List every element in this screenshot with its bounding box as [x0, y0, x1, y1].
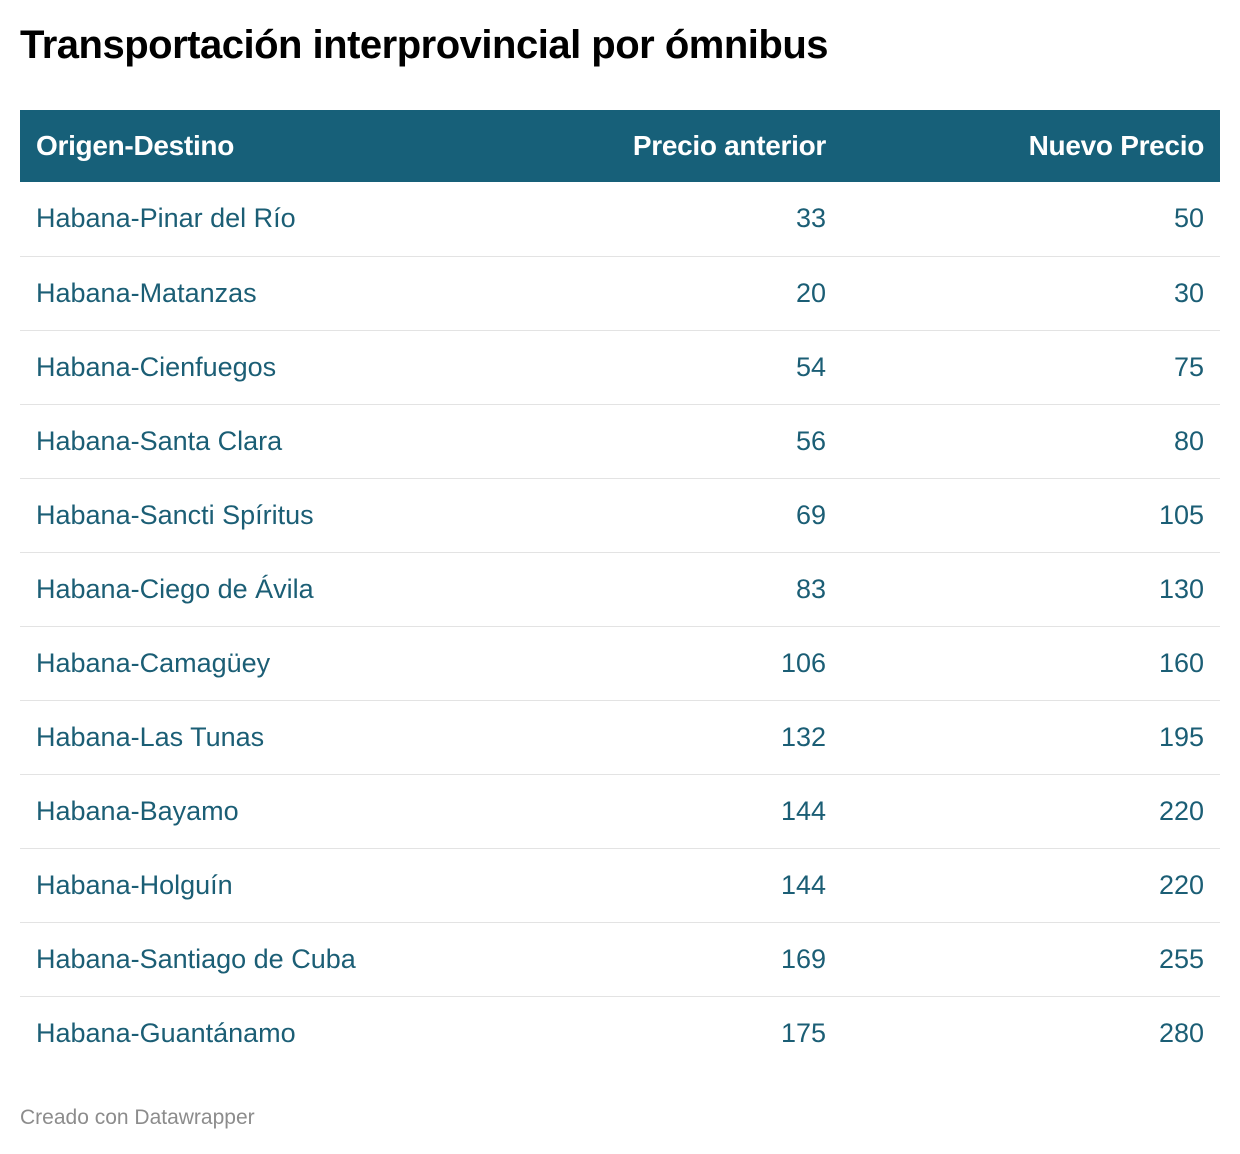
cell-nuevo-precio: 280 — [842, 995, 1220, 1070]
table-row: Habana-Ciego de Ávila 83 130 — [20, 551, 1220, 626]
table-row: Habana-Santa Clara 56 80 — [20, 403, 1220, 478]
price-table: Origen-Destino Precio anterior Nuevo Pre… — [20, 110, 1220, 1070]
table-body: Habana-Pinar del Río 33 50 Habana-Matanzas 2… — [20, 182, 1220, 1070]
cell-nuevo-precio: 220 — [842, 847, 1220, 922]
table-row: Habana-Camagüey 106 160 — [20, 625, 1220, 700]
header-row: Origen-Destino Precio anterior Nuevo Pre… — [20, 110, 1220, 182]
table-row: Habana-Las Tunas 132 195 — [20, 699, 1220, 774]
table-row: Habana-Holguín 144 220 — [20, 847, 1220, 922]
cell-nuevo-precio: 30 — [842, 255, 1220, 330]
cell-nuevo-precio: 80 — [842, 403, 1220, 478]
table-row: Habana-Guantánamo 175 280 — [20, 995, 1220, 1070]
cell-precio-anterior: 175 — [450, 995, 842, 1070]
cell-origen-destino: Habana-Ciego de Ávila — [20, 551, 450, 626]
cell-precio-anterior: 69 — [450, 477, 842, 552]
cell-origen-destino: Habana-Pinar del Río — [36, 203, 296, 234]
cell-precio-anterior: 132 — [450, 699, 842, 774]
table-row: Habana-Matanzas 20 30 — [20, 255, 1220, 330]
table-row: Habana-Bayamo 144 220 — [20, 773, 1220, 848]
cell-origen-destino: Habana-Sancti Spíritus — [20, 477, 450, 552]
cell-origen-destino: Habana-Camagüey — [20, 625, 450, 700]
cell-precio-anterior: 106 — [450, 625, 842, 700]
cell-nuevo-precio: 50 — [1173, 203, 1204, 234]
table-row: Habana-Cienfuegos 54 75 — [20, 329, 1220, 404]
table-header: Origen-Destino Precio anterior Nuevo Pre… — [20, 110, 1220, 182]
cell-origen-destino: Habana-Las Tunas — [20, 699, 450, 774]
column-header-nuevo-precio[interactable]: Nuevo Precio — [1028, 130, 1205, 161]
chart-title: Transportación interprovincial por ómnib… — [20, 23, 829, 67]
column-header-precio-anterior[interactable]: Precio anterior — [632, 130, 826, 161]
cell-nuevo-precio: 160 — [842, 625, 1220, 700]
cell-nuevo-precio: 130 — [842, 551, 1220, 626]
table-row: Habana-Sancti Spíritus 69 105 — [20, 477, 1220, 552]
cell-origen-destino: Habana-Holguín — [20, 847, 450, 922]
cell-origen-destino: Habana-Bayamo — [20, 773, 450, 848]
cell-origen-destino: Habana-Santiago de Cuba — [20, 921, 450, 996]
cell-origen-destino: Habana-Guantánamo — [20, 995, 450, 1070]
table-row: Habana-Pinar del Río 33 50 — [20, 182, 1220, 256]
cell-nuevo-precio: 105 — [842, 477, 1220, 552]
cell-precio-anterior: 144 — [450, 847, 842, 922]
cell-nuevo-precio: 255 — [842, 921, 1220, 996]
cell-precio-anterior: 33 — [795, 203, 826, 234]
cell-origen-destino: Habana-Cienfuegos — [20, 329, 450, 404]
table-row: Habana-Santiago de Cuba 169 255 — [20, 921, 1220, 996]
column-header-origen-destino[interactable]: Origen-Destino — [36, 130, 235, 161]
cell-precio-anterior: 54 — [450, 329, 842, 404]
cell-precio-anterior: 56 — [450, 403, 842, 478]
cell-precio-anterior: 20 — [450, 255, 842, 330]
cell-nuevo-precio: 75 — [842, 329, 1220, 404]
cell-nuevo-precio: 220 — [842, 773, 1220, 848]
cell-precio-anterior: 144 — [450, 773, 842, 848]
cell-precio-anterior: 83 — [450, 551, 842, 626]
cell-origen-destino: Habana-Santa Clara — [20, 403, 450, 478]
price-table-container: Origen-Destino Precio anterior Nuevo Pre… — [20, 110, 1220, 1070]
footer-credit: Creado con Datawrapper — [20, 1106, 255, 1129]
cell-origen-destino: Habana-Matanzas — [20, 255, 450, 330]
cell-precio-anterior: 169 — [450, 921, 842, 996]
cell-nuevo-precio: 195 — [842, 699, 1220, 774]
